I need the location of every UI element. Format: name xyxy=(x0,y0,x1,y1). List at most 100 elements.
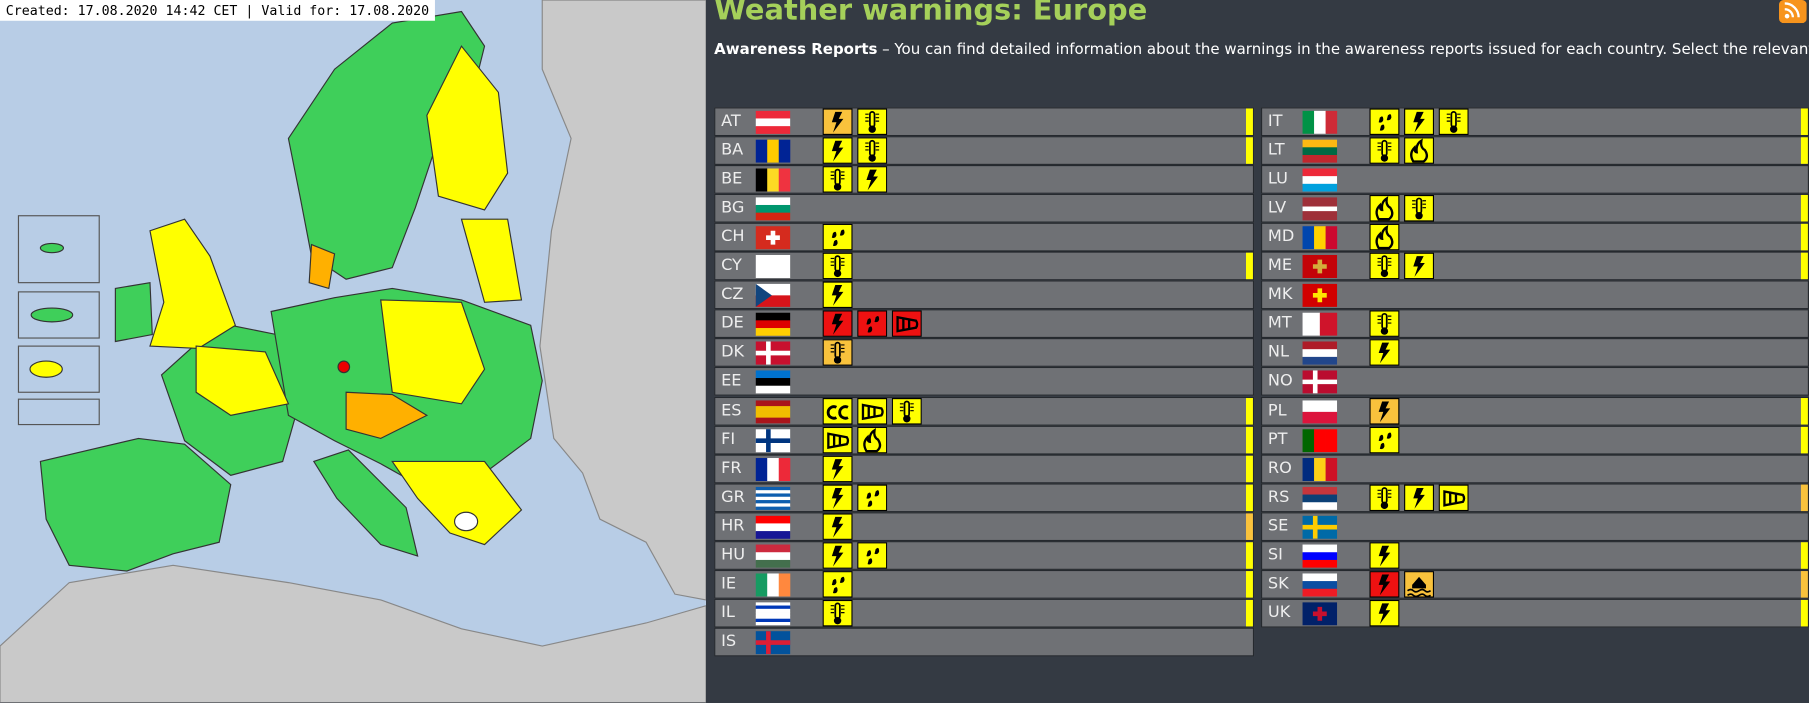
flag xyxy=(755,573,791,597)
warning-icon xyxy=(822,224,853,251)
flag-stripe xyxy=(1302,176,1338,185)
level-bar xyxy=(1800,541,1808,569)
country-row[interactable]: FI xyxy=(714,425,1255,455)
flag xyxy=(1302,226,1338,250)
flag xyxy=(755,313,791,337)
country-row[interactable]: NO xyxy=(1260,367,1809,397)
country-row[interactable]: PT xyxy=(1260,425,1809,455)
flag-stripe xyxy=(1314,428,1326,452)
flag-stripe xyxy=(755,515,791,524)
region-orange xyxy=(345,391,429,440)
glyph xyxy=(1413,256,1425,278)
country-row[interactable]: AT xyxy=(714,107,1255,137)
glyph xyxy=(903,414,911,422)
level-bar xyxy=(1800,599,1808,627)
warning-icon xyxy=(822,108,853,135)
warning-icon xyxy=(857,108,888,135)
country-code: EE xyxy=(721,371,742,391)
country-row[interactable]: RS xyxy=(1260,482,1809,512)
country-row[interactable]: IL xyxy=(714,598,1255,628)
country-row[interactable]: IS xyxy=(714,627,1255,657)
country-row[interactable]: EE xyxy=(714,367,1255,397)
flag-stripe xyxy=(1325,226,1338,250)
flag-stripe xyxy=(755,544,791,553)
country-row[interactable]: CY xyxy=(714,251,1255,281)
glyph xyxy=(1412,200,1426,209)
country-row[interactable]: LT xyxy=(1260,136,1809,166)
flag xyxy=(755,602,791,626)
country-code: DK xyxy=(721,343,745,362)
warning-icon xyxy=(822,310,853,338)
region-denmark xyxy=(308,243,336,290)
level-bar xyxy=(1245,513,1253,540)
country-row[interactable]: SK xyxy=(1260,569,1809,599)
flag-stripe xyxy=(1325,110,1338,134)
country-row[interactable]: NL xyxy=(1260,338,1809,368)
country-row[interactable]: SE xyxy=(1260,511,1809,541)
flag-stripe xyxy=(1302,551,1338,560)
country-row[interactable]: LV xyxy=(1260,193,1809,223)
level-bar xyxy=(1245,484,1253,511)
country-row[interactable]: FR xyxy=(714,454,1255,483)
flag-stripe xyxy=(1314,110,1326,134)
icon-bg xyxy=(857,541,888,569)
flag-stripe xyxy=(1302,457,1315,481)
country-row[interactable]: MK xyxy=(1260,280,1809,310)
warning-icon xyxy=(1438,484,1469,511)
flag-stripe xyxy=(755,205,791,214)
country-code: BG xyxy=(721,198,745,218)
country-row[interactable]: CZ xyxy=(714,280,1255,310)
country-row[interactable]: DK xyxy=(714,338,1255,368)
country-code: BE xyxy=(721,169,743,189)
warning-icon xyxy=(1369,108,1400,135)
flag-stripe xyxy=(1302,168,1338,177)
warning-icon xyxy=(1369,310,1400,338)
glyph xyxy=(861,402,884,420)
glyph xyxy=(830,344,845,353)
country-row[interactable]: MD xyxy=(1260,222,1809,252)
country-row[interactable]: ES xyxy=(714,396,1255,426)
country-row[interactable]: IE xyxy=(714,569,1255,599)
country-row[interactable]: UK xyxy=(1260,598,1809,628)
warning-icon xyxy=(822,541,853,569)
flag-stripe xyxy=(1302,341,1338,350)
flag xyxy=(755,341,791,366)
country-row[interactable]: ME xyxy=(1260,251,1809,281)
country-row[interactable]: RO xyxy=(1260,454,1809,483)
country-row[interactable]: PL xyxy=(1260,396,1809,426)
icon-bg xyxy=(822,570,853,598)
country-row[interactable]: MT xyxy=(1260,309,1809,339)
country-row[interactable]: BE xyxy=(714,165,1255,194)
created-label: Created: 17.08.2020 14:42 CET | Valid fo… xyxy=(0,0,435,21)
rss-icon[interactable] xyxy=(1779,0,1807,24)
country-code: SI xyxy=(1267,545,1283,564)
country-row[interactable]: BA xyxy=(714,136,1255,166)
country-code: LV xyxy=(1267,198,1287,218)
level-bar xyxy=(1245,599,1253,627)
flag-stripe xyxy=(1302,494,1338,503)
intro-bold: Awareness Reports xyxy=(714,41,878,59)
country-row[interactable]: CH xyxy=(714,222,1255,252)
flag-stripe xyxy=(755,493,791,497)
flag-stripe xyxy=(755,295,791,308)
country-row[interactable]: GR xyxy=(714,482,1255,512)
country-row[interactable]: HR xyxy=(714,511,1255,541)
country-code: CZ xyxy=(721,285,744,304)
country-row[interactable]: SI xyxy=(1260,540,1809,570)
warning-icon xyxy=(857,541,888,569)
flag-stripe xyxy=(1302,580,1338,589)
flag-stripe xyxy=(1302,202,1338,208)
inset-island xyxy=(30,307,74,323)
glyph xyxy=(1378,603,1391,624)
country-row[interactable]: BG xyxy=(714,193,1255,223)
warning-icon xyxy=(1404,484,1435,511)
flag-stripe xyxy=(755,611,791,616)
country-row[interactable]: HU xyxy=(714,540,1255,570)
country-row[interactable]: IT xyxy=(1260,107,1809,137)
flag-stripe xyxy=(1302,357,1338,366)
flag-stripe xyxy=(1302,544,1338,553)
glyph xyxy=(1378,400,1391,422)
country-row[interactable]: DE xyxy=(714,309,1255,339)
flag-stripe xyxy=(767,573,780,597)
country-row[interactable]: LU xyxy=(1260,165,1809,194)
